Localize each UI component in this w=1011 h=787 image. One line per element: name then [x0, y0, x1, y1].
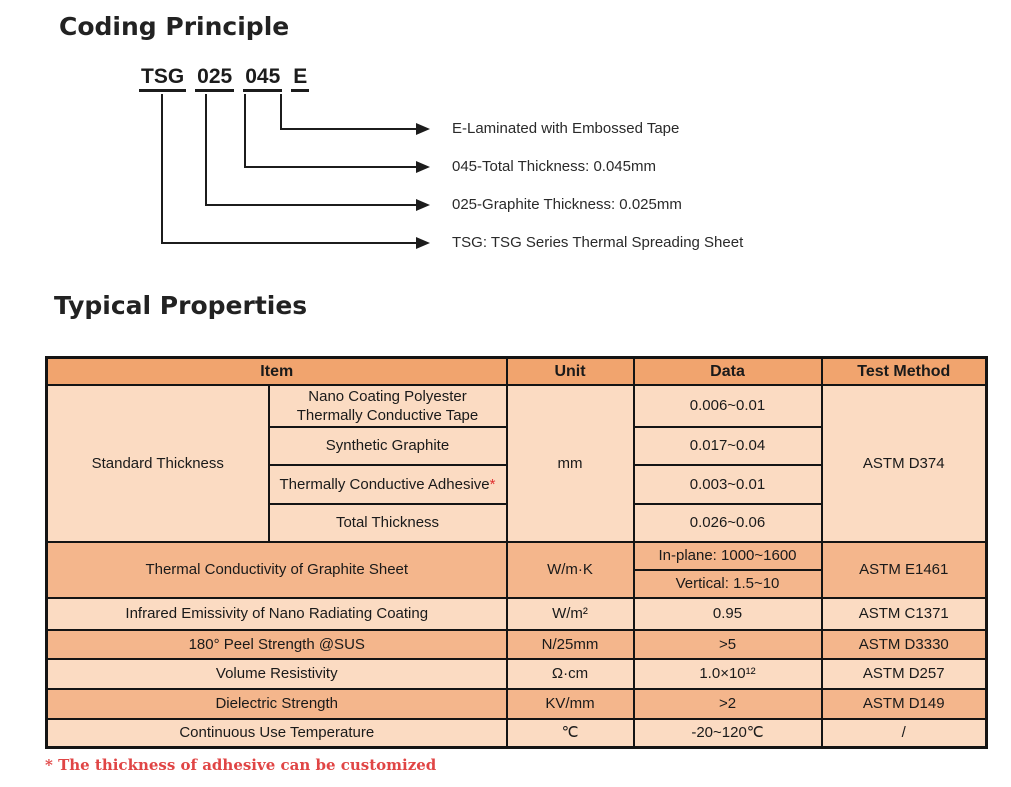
data-value-in-plane: In-plane: 1000~1600 — [632, 540, 823, 571]
footnote-asterisk: * — [489, 475, 496, 493]
page-title-typical-properties: Typical Properties — [54, 291, 308, 320]
arrow-right-icon — [416, 123, 430, 135]
product-code: TSG 025 045 E — [139, 66, 310, 92]
table-row: Volume Resistivity Ω·cm 1.0×10¹² ASTM D2… — [45, 657, 988, 690]
table-row: Synthetic Graphite 0.017~0.04 — [47, 425, 987, 466]
code-segment-045: 045 — [243, 66, 283, 92]
table-row: 180° Peel Strength @SUS N/25mm >5 ASTM D… — [45, 628, 988, 660]
data-value-vertical: Vertical: 1.5~10 — [632, 568, 823, 599]
row-test-method: ASTM C1371 — [820, 596, 988, 631]
code-segment-025: 025 — [195, 66, 235, 92]
properties-table: Item Unit Data Test Method Standard Thic… — [45, 356, 988, 749]
item-label-volume-resistivity: Volume Resistivity — [45, 657, 508, 690]
table-row: Vertical: 1.5~10 — [47, 568, 987, 599]
row-test-method: / — [820, 717, 988, 749]
col-header-item: Item — [45, 356, 508, 386]
item-sublabel-nano-coating: Nano Coating Polyester Thermally Conduct… — [267, 383, 508, 428]
unit-mm: mm — [505, 383, 635, 543]
item-sublabel-line1: Nano Coating Polyester — [308, 387, 467, 405]
data-value: 0.95 — [632, 596, 823, 631]
row-unit: ℃ — [505, 717, 635, 749]
row-unit: N/25mm — [505, 628, 635, 660]
code-annotation-045: 045-Total Thickness: 0.045mm — [452, 158, 656, 175]
data-value: 1.0×10¹² — [632, 657, 823, 690]
row-test-method: ASTM D149 — [820, 687, 988, 720]
item-sublabel-synthetic-graphite: Synthetic Graphite — [267, 425, 508, 466]
arrow-right-icon — [416, 161, 430, 173]
table-row: Total Thickness 0.026~0.06 — [47, 502, 987, 543]
item-sublabel-line2: Thermally Conductive Tape — [296, 406, 479, 424]
code-segment-tsg: TSG — [139, 66, 187, 92]
table-header-row: Item Unit Data Test Method — [45, 356, 988, 386]
item-label-peel-strength: 180° Peel Strength @SUS — [45, 628, 508, 660]
table-row: Standard Thickness Nano Coating Polyeste… — [45, 383, 988, 543]
data-value: 0.026~0.06 — [632, 502, 823, 543]
code-annotation-e: E-Laminated with Embossed Tape — [452, 120, 680, 137]
table-row: Thermally Conductive Adhesive* 0.003~0.0… — [47, 463, 987, 505]
data-value: -20~120℃ — [632, 717, 823, 749]
arrow-right-icon — [416, 199, 430, 211]
row-unit: Ω·cm — [505, 657, 635, 690]
data-value: >5 — [632, 628, 823, 660]
arrow-right-icon — [416, 237, 430, 249]
code-annotation-025: 025-Graphite Thickness: 0.025mm — [452, 196, 682, 213]
col-header-test-method: Test Method — [820, 356, 988, 386]
page-title-coding-principle: Coding Principle — [59, 12, 290, 41]
item-label-continuous-use-temperature: Continuous Use Temperature — [45, 717, 508, 749]
footnote-adhesive-customized: * The thickness of adhesive can be custo… — [45, 756, 437, 774]
data-value: >2 — [632, 687, 823, 720]
data-value: 0.003~0.01 — [632, 463, 823, 505]
code-annotation-tsg: TSG: TSG Series Thermal Spreading Sheet — [452, 234, 744, 251]
item-label-dielectric-strength: Dielectric Strength — [45, 687, 508, 720]
row-test-method: ASTM D3330 — [820, 628, 988, 660]
item-sublabel-text: Thermally Conductive Adhesive — [279, 475, 490, 493]
test-method-astm-e1461: ASTM E1461 — [820, 540, 988, 599]
code-segment-e: E — [291, 66, 310, 92]
col-header-data: Data — [632, 356, 823, 386]
row-unit: W/m² — [505, 596, 635, 631]
table-row: Infrared Emissivity of Nano Radiating Co… — [45, 596, 988, 631]
item-label-infrared-emissivity: Infrared Emissivity of Nano Radiating Co… — [45, 596, 508, 631]
item-label-thermal-conductivity: Thermal Conductivity of Graphite Sheet — [45, 540, 508, 599]
item-label-standard-thickness: Standard Thickness — [45, 383, 270, 543]
table-row: Thermal Conductivity of Graphite Sheet W… — [45, 540, 988, 599]
test-method-astm-d374: ASTM D374 — [820, 383, 988, 543]
table-row: Dielectric Strength KV/mm >2 ASTM D149 — [45, 687, 988, 720]
item-sublabel-total-thickness: Total Thickness — [267, 502, 508, 543]
item-sublabel-conductive-adhesive: Thermally Conductive Adhesive* — [267, 463, 508, 505]
col-header-unit: Unit — [505, 356, 635, 386]
row-unit: KV/mm — [505, 687, 635, 720]
data-value: 0.017~0.04 — [632, 425, 823, 466]
table-row: Continuous Use Temperature ℃ -20~120℃ / — [45, 717, 988, 749]
unit-wmk: W/m·K — [505, 540, 635, 599]
data-value: 0.006~0.01 — [632, 383, 823, 428]
row-test-method: ASTM D257 — [820, 657, 988, 690]
